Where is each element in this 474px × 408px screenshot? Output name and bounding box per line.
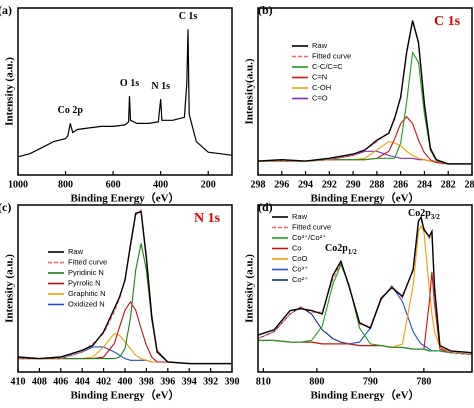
legend-label: Fitted curve bbox=[68, 257, 107, 266]
legend-label: CoO bbox=[292, 254, 308, 263]
x-axis-label: Binding Energy（eV） bbox=[310, 192, 419, 205]
annotation: N 1s bbox=[151, 81, 170, 92]
legend-label: C=N bbox=[312, 72, 327, 81]
spectrum-line bbox=[258, 21, 472, 165]
legend-label: C-C/C=C bbox=[312, 62, 343, 71]
y-axis-label: Intensity (a.u.) bbox=[244, 254, 256, 323]
legend-label: Co³⁺/Co²⁺ bbox=[292, 233, 326, 242]
annotation-text: O 1s bbox=[120, 78, 139, 89]
y-axis-label: Intensity (a.u.) bbox=[4, 254, 16, 323]
x-tick-label: 292 bbox=[322, 179, 337, 190]
spectrum-line bbox=[18, 300, 232, 365]
x-axis-label: Binding Energy（eV） bbox=[310, 389, 419, 402]
spectrum-line bbox=[258, 50, 472, 165]
x-tick-label: 406 bbox=[53, 376, 68, 387]
x-tick-label: 200 bbox=[201, 179, 216, 190]
chart-title: C 1s bbox=[434, 14, 461, 29]
y-axis-label: Intensity (a.u.) bbox=[4, 57, 16, 126]
panel-label: (c) bbox=[0, 200, 11, 214]
legend-label: Co²⁺ bbox=[292, 275, 308, 284]
panel-label: (d) bbox=[258, 200, 273, 214]
plot-frame bbox=[17, 7, 233, 176]
x-tick-label: 402 bbox=[96, 376, 111, 387]
x-tick-label: 392 bbox=[203, 376, 218, 387]
x-tick-label: 394 bbox=[182, 376, 197, 387]
spectrum-line bbox=[257, 20, 472, 165]
spectrum-line bbox=[18, 243, 232, 365]
plot-frame bbox=[257, 7, 473, 176]
annotation-text: N 1s bbox=[151, 81, 170, 92]
legend-label: Graphitic N bbox=[68, 289, 106, 298]
annotation-text: Co2p bbox=[325, 243, 348, 254]
annotation: Co2p3/2 bbox=[408, 208, 440, 220]
annotation: Co2p1/2 bbox=[325, 243, 357, 255]
legend-label: Co³⁺ bbox=[292, 264, 308, 273]
spectrum-line bbox=[17, 210, 232, 365]
x-tick-label: 800 bbox=[309, 376, 324, 387]
legend-label: Pyridinic N bbox=[68, 268, 104, 277]
legend-label: Oxidized N bbox=[68, 299, 105, 308]
x-tick-label: 286 bbox=[393, 179, 408, 190]
legend-label: Fitted curve bbox=[312, 51, 351, 60]
legend-label: Raw bbox=[292, 212, 308, 221]
x-tick-label: 780 bbox=[416, 376, 431, 387]
x-tick-label: 390 bbox=[225, 376, 240, 387]
x-tick-label: 600 bbox=[106, 179, 121, 190]
legend-label: C-OH bbox=[312, 83, 331, 92]
x-tick-label: 400 bbox=[153, 179, 168, 190]
legend-label: Raw bbox=[312, 41, 328, 50]
legend-label: Raw bbox=[68, 247, 84, 256]
chart-title: N 1s bbox=[194, 211, 221, 226]
annotation: O 1s bbox=[120, 78, 139, 89]
legend-label: Co bbox=[292, 243, 302, 252]
x-tick-label: 398 bbox=[139, 376, 154, 387]
spectrum-line bbox=[257, 215, 473, 354]
x-tick-label: 400 bbox=[118, 376, 133, 387]
x-tick-label: 282 bbox=[441, 179, 456, 190]
legend-label: C=O bbox=[312, 93, 328, 102]
x-tick-label: 396 bbox=[160, 376, 175, 387]
x-axis-label: Binding Energy（eV） bbox=[70, 192, 179, 205]
annotation: Co 2p bbox=[58, 106, 84, 117]
x-axis-label: Binding Energy（eV） bbox=[70, 389, 179, 402]
spectrum-line bbox=[18, 208, 232, 365]
annotation-sub: 3/2 bbox=[431, 212, 440, 220]
x-tick-label: 810 bbox=[256, 376, 271, 387]
x-tick-label: 790 bbox=[363, 376, 378, 387]
x-tick-label: 294 bbox=[298, 179, 313, 190]
x-tick-label: 800 bbox=[58, 179, 73, 190]
annotation-text: Co 2p bbox=[58, 106, 84, 117]
spectrum-line bbox=[258, 115, 472, 165]
spectrum-line bbox=[17, 29, 233, 158]
x-tick-label: 288 bbox=[369, 179, 384, 190]
y-axis-label: Intensity(a.u.) bbox=[244, 58, 256, 124]
legend-label: Fitted curve bbox=[292, 222, 331, 231]
annotation-sub: 1/2 bbox=[348, 248, 357, 256]
panel-label: (a) bbox=[0, 3, 12, 17]
x-tick-label: 1000 bbox=[8, 179, 28, 190]
x-tick-label: 290 bbox=[346, 179, 361, 190]
x-tick-label: 296 bbox=[274, 179, 289, 190]
x-tick-label: 298 bbox=[251, 179, 266, 190]
annotation-text: Co2p bbox=[408, 208, 431, 219]
plot-frame bbox=[257, 204, 473, 373]
x-tick-label: 410 bbox=[11, 376, 26, 387]
x-tick-label: 408 bbox=[32, 376, 47, 387]
legend-label: Pyrrolic N bbox=[68, 278, 101, 287]
annotation: C 1s bbox=[179, 11, 198, 22]
panel-label: (b) bbox=[258, 3, 273, 17]
spectrum-line bbox=[258, 263, 473, 355]
annotation-text: C 1s bbox=[179, 11, 198, 22]
x-tick-label: 284 bbox=[417, 179, 432, 190]
x-tick-label: 280 bbox=[465, 179, 474, 190]
x-tick-label: 404 bbox=[75, 376, 90, 387]
